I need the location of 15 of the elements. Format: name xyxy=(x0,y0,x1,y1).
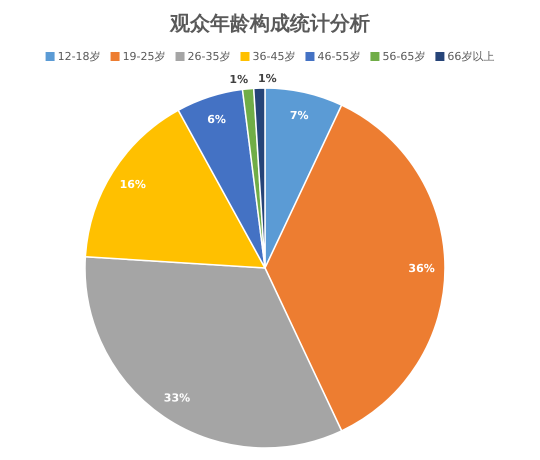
data-label: 6% xyxy=(207,113,226,126)
chart-title: 观众年龄构成统计分析 xyxy=(169,11,370,35)
data-label: 1% xyxy=(258,72,277,86)
data-label: 1% xyxy=(229,72,248,86)
legend-label: 36-45岁 xyxy=(252,50,296,63)
data-label: 7% xyxy=(290,109,309,122)
legend-label: 56-65岁 xyxy=(382,50,426,63)
legend-label: 12-18岁 xyxy=(58,50,101,63)
data-label: 36% xyxy=(408,262,435,275)
legend-label: 19-25岁 xyxy=(122,50,166,63)
data-label: 33% xyxy=(164,392,190,405)
data-label: 16% xyxy=(120,178,146,192)
legend-label: 46-55岁 xyxy=(317,50,360,63)
legend-label: 66岁以上 xyxy=(447,50,494,63)
legend-label: 26-35岁 xyxy=(188,50,230,63)
